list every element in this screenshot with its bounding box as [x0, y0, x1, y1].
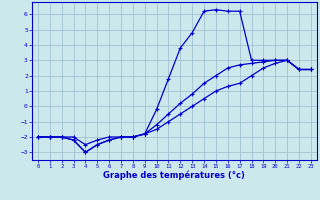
X-axis label: Graphe des températures (°c): Graphe des températures (°c) [103, 171, 245, 180]
